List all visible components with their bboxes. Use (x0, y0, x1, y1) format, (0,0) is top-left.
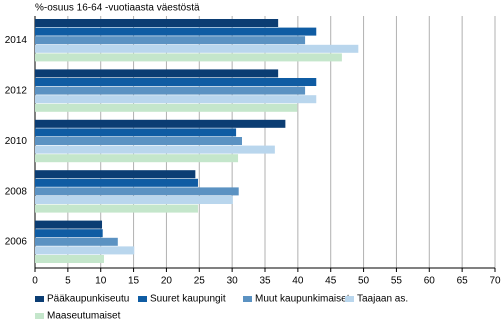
y-tick-label: 2014 (5, 35, 28, 46)
x-tick-label: 10 (95, 276, 107, 287)
x-tick-label: 20 (161, 276, 173, 287)
y-tick-label: 2008 (5, 186, 28, 197)
bar (35, 196, 233, 204)
legend-swatch (35, 296, 44, 302)
bar (35, 154, 239, 163)
bar (35, 220, 103, 229)
x-tick-label: 40 (292, 276, 304, 287)
x-tick-label: 45 (325, 276, 337, 287)
x-tick-label: 35 (259, 276, 271, 287)
bar (35, 19, 279, 27)
bar (35, 237, 118, 246)
x-tick-label: 60 (424, 276, 436, 287)
bar (35, 137, 242, 145)
bar (35, 69, 279, 78)
legend-label: Pääkaupunkiseutu (47, 294, 129, 305)
bar (35, 119, 286, 128)
bar (35, 204, 198, 213)
y-tick-label: 2006 (5, 237, 28, 248)
bar (35, 36, 306, 45)
bar (35, 128, 237, 137)
bar (35, 95, 317, 104)
bar (35, 53, 342, 62)
x-tick-label: 15 (128, 276, 140, 287)
y-tick-label: 2010 (5, 136, 28, 147)
x-tick-label: 25 (194, 276, 206, 287)
legend-label: Muut kaupunkimaiset (255, 294, 350, 305)
y-tick-label: 2012 (5, 86, 28, 97)
bar (35, 44, 359, 53)
x-tick-label: 70 (489, 276, 501, 287)
bar (35, 255, 104, 263)
legend-swatch (243, 296, 252, 302)
chart-title: %-osuus 16-64 -vuotiaasta väestöstä (35, 3, 200, 14)
bar (35, 187, 239, 196)
legend-label: Suuret kaupungit (150, 294, 226, 305)
bar (35, 246, 135, 255)
x-tick-label: 30 (227, 276, 239, 287)
x-tick-label: 50 (358, 276, 370, 287)
bar (35, 27, 317, 36)
legend-swatch (345, 296, 354, 302)
bar (35, 170, 196, 179)
bar (35, 145, 275, 154)
x-tick-label: 5 (65, 276, 71, 287)
bar (35, 178, 198, 187)
bar (35, 229, 103, 238)
x-tick-label: 0 (32, 276, 38, 287)
legend-swatch (35, 313, 44, 319)
x-tick-label: 65 (457, 276, 469, 287)
bar (35, 103, 298, 112)
bar (35, 86, 306, 95)
bar (35, 78, 317, 86)
x-tick-label: 55 (391, 276, 403, 287)
legend-label: Taajaan as. (357, 294, 408, 305)
legend-swatch (138, 296, 147, 302)
legend-label: Maaseutumaiset (47, 311, 121, 322)
